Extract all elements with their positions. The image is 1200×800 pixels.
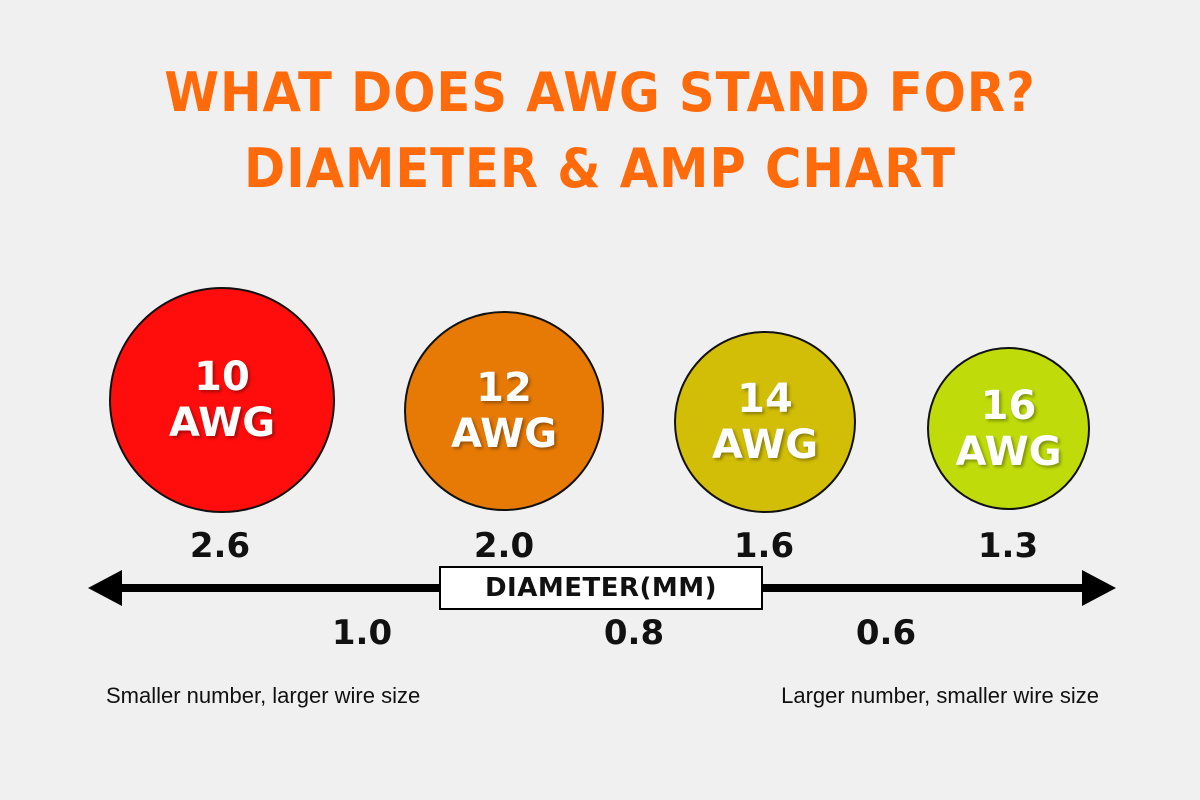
- awg-12-circle: 12 AWG: [404, 311, 604, 511]
- awg-14-diameter: 1.6: [733, 526, 795, 566]
- note-left: Smaller number, larger wire size: [106, 683, 421, 708]
- awg-10-gauge: 10: [194, 354, 250, 400]
- axis-label-box: DIAMETER(MM): [439, 566, 763, 610]
- arrow-left-icon: [88, 570, 122, 606]
- awg-10-unit: AWG: [168, 400, 276, 446]
- awg-12-diameter: 2.0: [473, 526, 535, 566]
- awg-14-gauge: 14: [737, 376, 793, 422]
- axis-value-1-0: 1.0: [331, 613, 393, 653]
- awg-16-diameter: 1.3: [977, 526, 1039, 566]
- note-right: Larger number, smaller wire size: [781, 683, 1099, 708]
- awg-16-unit: AWG: [955, 428, 1062, 475]
- page-title-line-1: WHAT DOES AWG STAND FOR?: [164, 61, 1036, 124]
- awg-12-gauge: 12: [476, 365, 532, 411]
- page-title-line-2: DIAMETER & AMP CHART: [244, 137, 956, 200]
- awg-14-circle: 14 AWG: [674, 331, 856, 513]
- awg-14-unit: AWG: [711, 422, 819, 468]
- axis-value-0-6: 0.6: [855, 613, 917, 653]
- awg-16-circle: 16 AWG: [927, 347, 1090, 510]
- awg-16-gauge: 16: [980, 382, 1037, 429]
- awg-10-circle: 10 AWG: [109, 287, 335, 513]
- awg-12-unit: AWG: [450, 411, 558, 457]
- axis-value-0-8: 0.8: [603, 613, 665, 653]
- awg-10-diameter: 2.6: [189, 526, 251, 566]
- arrow-right-icon: [1082, 570, 1116, 606]
